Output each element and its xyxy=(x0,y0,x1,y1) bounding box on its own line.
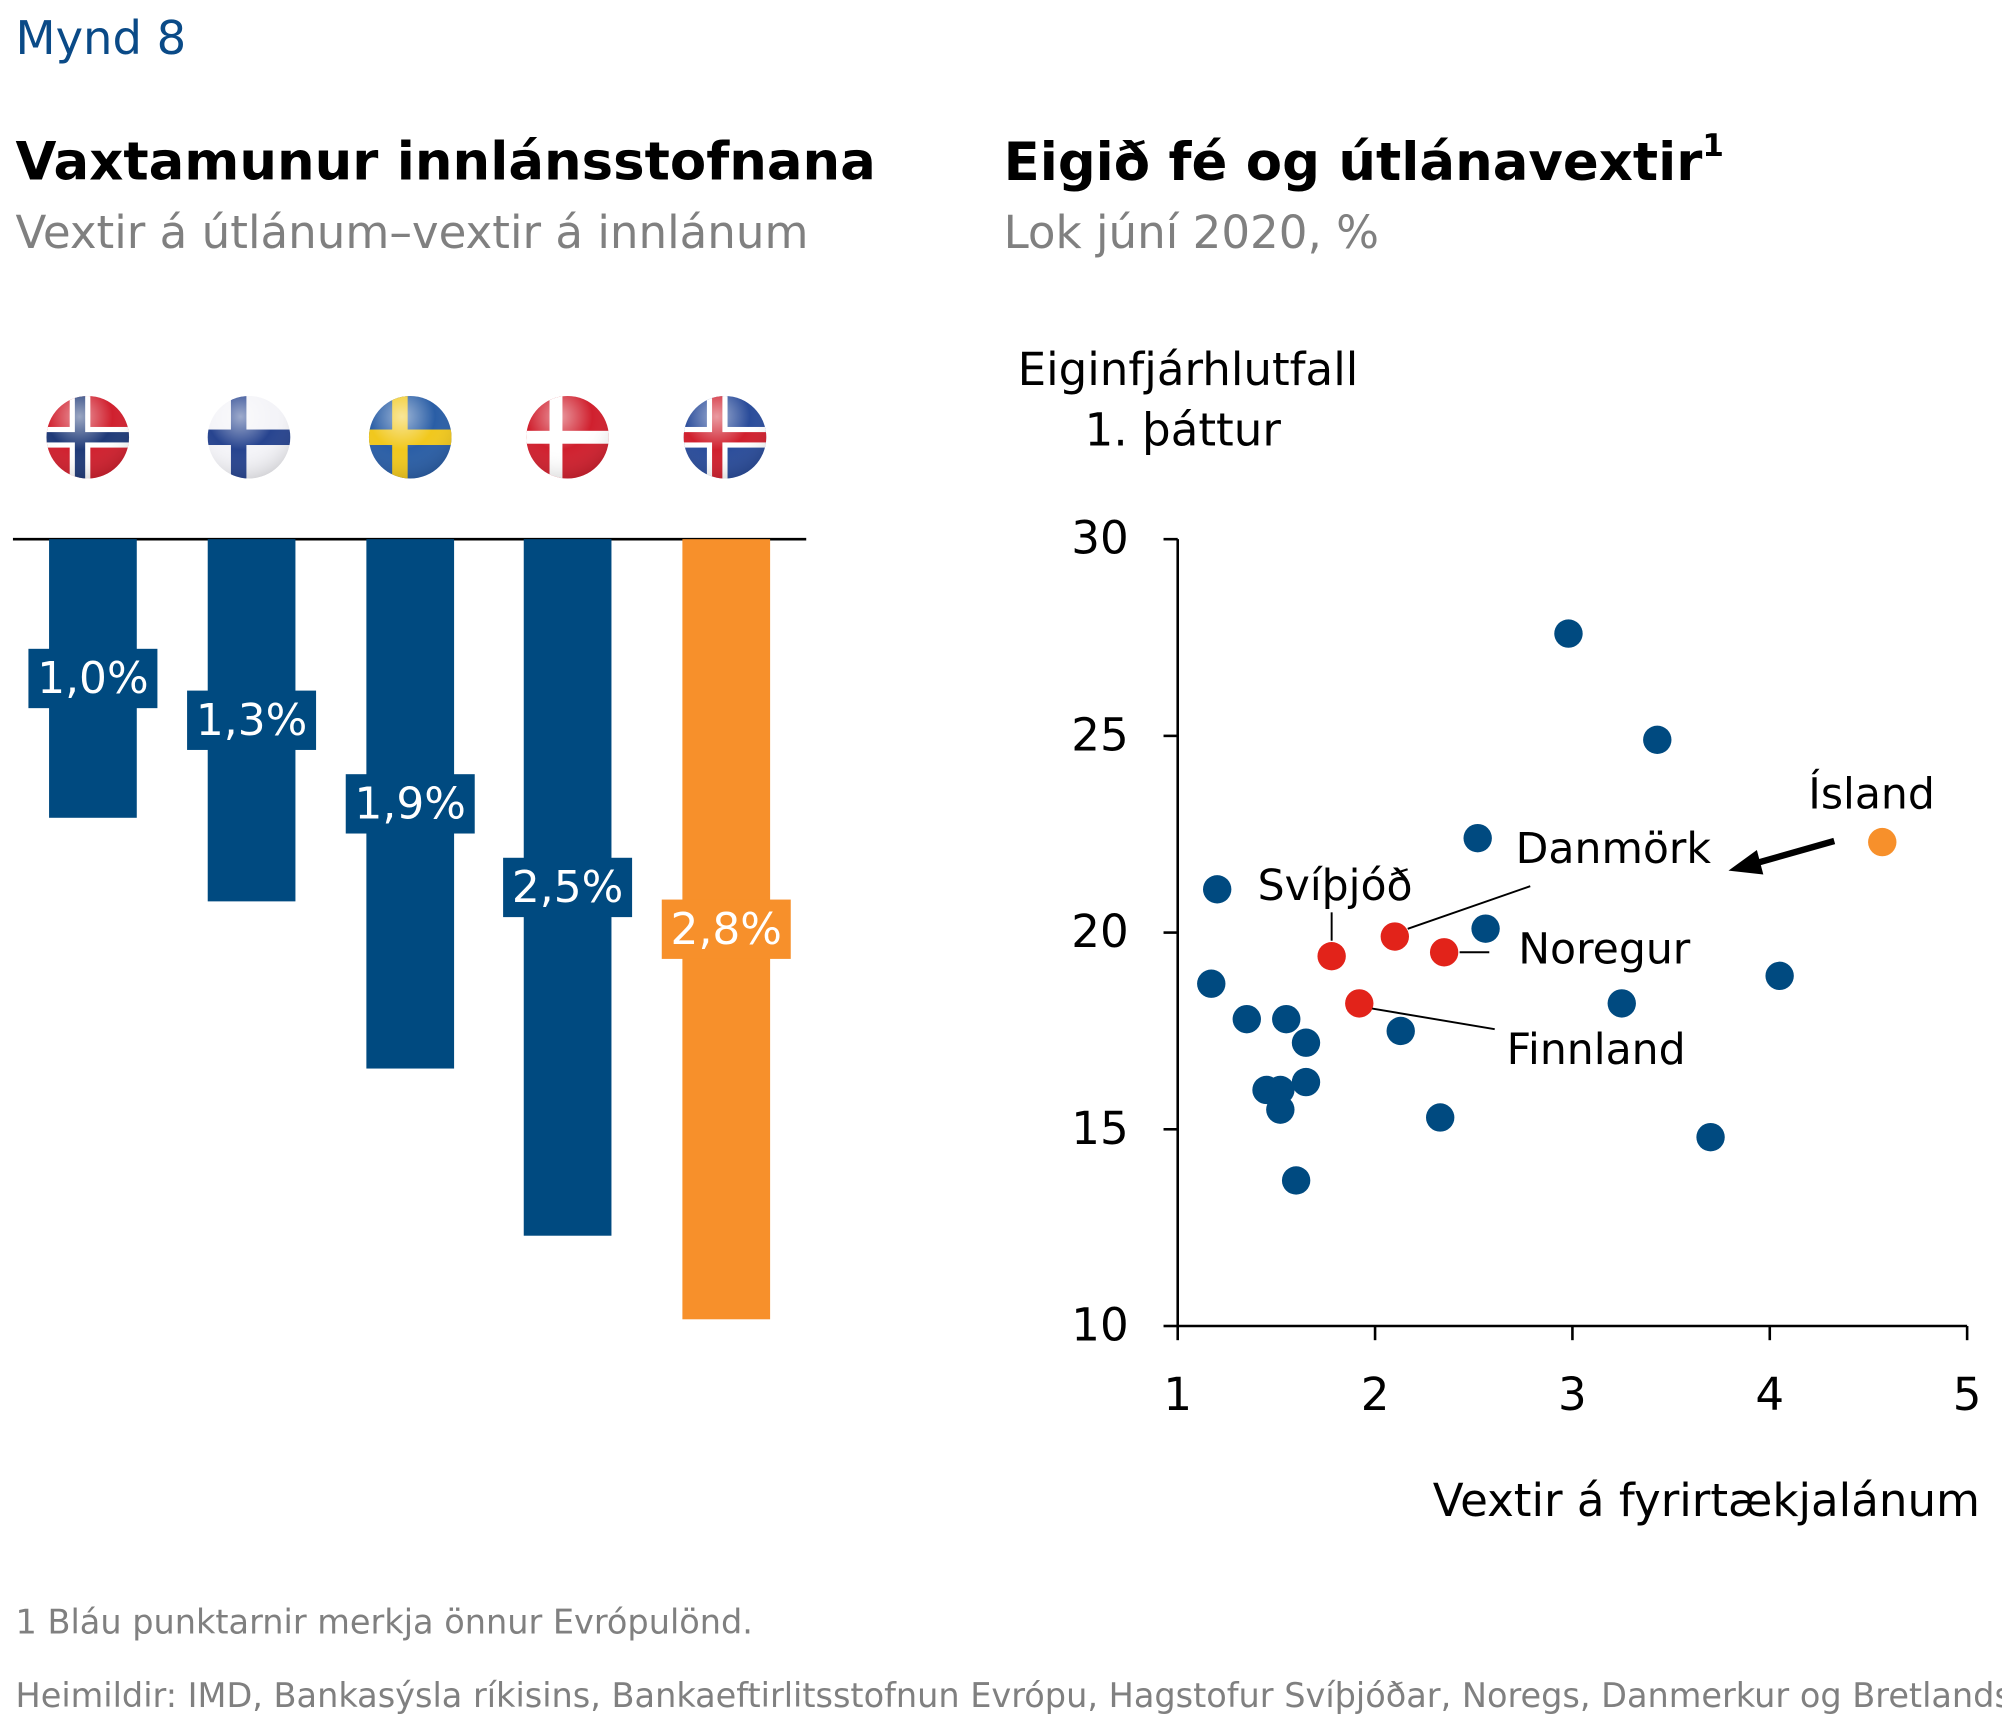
point xyxy=(1643,725,1672,755)
value-label-box xyxy=(187,690,317,750)
value-label: 1,9% xyxy=(355,778,466,829)
point xyxy=(1345,989,1374,1018)
y-axis-label: Eiginfjárhlutfall xyxy=(1018,343,1359,396)
flag-denmark xyxy=(526,395,609,479)
value-label: 2,5% xyxy=(512,862,623,913)
arrow-shaft xyxy=(1755,837,1836,867)
point-label: Danmörk xyxy=(1516,824,1712,874)
flag-finland xyxy=(207,395,291,479)
point xyxy=(1266,1095,1295,1124)
x-tick-label: 5 xyxy=(1953,1368,1982,1421)
y-tick-label: 25 xyxy=(1071,708,1128,761)
flag-sweden xyxy=(368,395,452,479)
point-label: Noregur xyxy=(1518,924,1691,974)
y-axis-label: 1. þáttur xyxy=(1085,403,1282,456)
chart-title: Vaxtamunur innlánsstofnana xyxy=(16,132,876,193)
point xyxy=(1471,914,1500,943)
point xyxy=(1554,619,1583,648)
point xyxy=(1463,823,1492,853)
flag-norway xyxy=(46,395,130,479)
source-note: Heimildir: IMD, Bankasýsla ríkisins, Ban… xyxy=(16,1676,2002,1715)
value-label: 1,3% xyxy=(196,695,307,746)
point xyxy=(1765,961,1794,991)
point xyxy=(1426,1103,1455,1132)
point xyxy=(1380,922,1409,951)
point-label: Svíþjóð xyxy=(1258,861,1413,911)
point xyxy=(1429,938,1459,967)
point xyxy=(1607,989,1636,1018)
chart-subtitle: Vextir á útlánum–vextir á innlánum xyxy=(16,206,809,259)
x-axis-label: Vextir á fyrirtækjalánum xyxy=(1433,1474,1980,1527)
figure-number: Mynd 8 xyxy=(16,11,187,65)
value-label-box xyxy=(503,857,633,918)
flag-iceland xyxy=(683,395,767,479)
x-tick-label: 4 xyxy=(1755,1368,1784,1421)
chart-subtitle: Lok júní 2020, % xyxy=(1004,206,1379,259)
value-label-box xyxy=(345,774,475,834)
point xyxy=(1202,875,1232,904)
arrow-head xyxy=(1728,850,1764,875)
x-tick-label: 2 xyxy=(1361,1368,1390,1421)
point xyxy=(1386,1016,1415,1046)
point xyxy=(1272,1004,1301,1034)
point xyxy=(1291,1028,1321,1057)
title-note: 1 xyxy=(1702,128,1724,164)
chart-title: Eigið fé og útlánavextir1 xyxy=(1004,128,1724,193)
y-tick-label: 10 xyxy=(1071,1299,1128,1352)
title-text: Eigið fé og útlánavextir xyxy=(1004,132,1703,193)
value-label-box xyxy=(28,648,158,709)
value-label-box xyxy=(661,899,791,959)
y-tick-label: 30 xyxy=(1071,512,1128,565)
value-label: 2,8% xyxy=(671,904,782,955)
point xyxy=(1317,942,1346,971)
point xyxy=(1291,1067,1321,1097)
point xyxy=(1868,827,1897,857)
point-label: Ísland xyxy=(1808,769,1935,820)
leader-line xyxy=(1372,1007,1495,1031)
x-tick-label: 1 xyxy=(1163,1368,1192,1421)
point xyxy=(1281,1166,1311,1195)
value-label: 1,0% xyxy=(37,653,148,704)
x-tick-label: 3 xyxy=(1558,1368,1587,1421)
y-tick-label: 15 xyxy=(1071,1102,1128,1155)
point xyxy=(1197,969,1226,998)
point xyxy=(1696,1122,1725,1152)
point xyxy=(1232,1004,1261,1034)
y-tick-label: 20 xyxy=(1071,905,1128,958)
point-label: Finnland xyxy=(1507,1025,1686,1075)
point xyxy=(1266,1075,1295,1105)
footnote: 1 Bláu punktarnir merkja önnur Evrópulön… xyxy=(16,1602,753,1641)
leader-line xyxy=(1407,885,1531,930)
